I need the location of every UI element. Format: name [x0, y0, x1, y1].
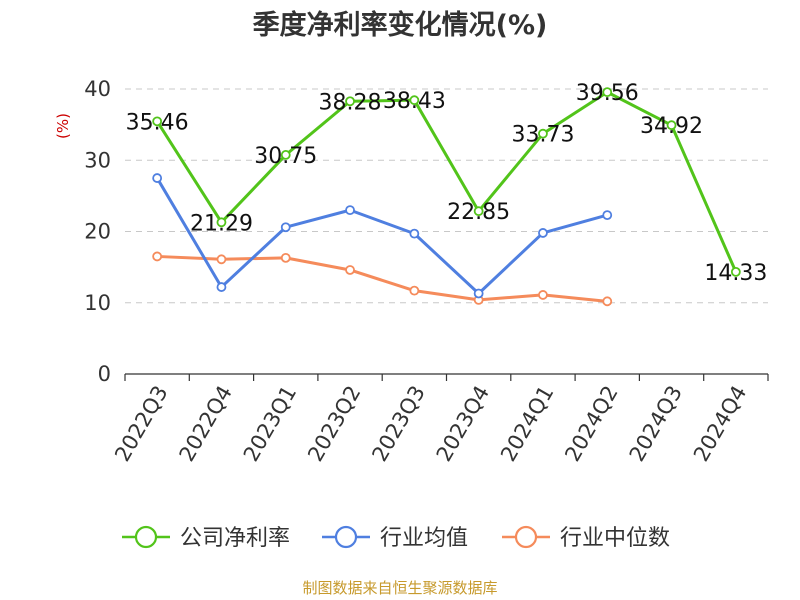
x-tick-label: 2023Q2	[303, 382, 365, 466]
chart-title: 季度净利率变化情况(%)	[253, 9, 548, 41]
data-label: 33.73	[511, 123, 574, 148]
x-tick-label: 2023Q4	[432, 382, 494, 466]
y-tick-label: 0	[98, 362, 111, 386]
y-axis-unit: (%)	[54, 113, 72, 139]
data-point	[152, 116, 163, 127]
data-label: 22.85	[447, 200, 510, 225]
legend-item-0[interactable]: 公司净利率	[122, 525, 290, 551]
data-point	[216, 282, 227, 292]
data-point	[345, 205, 355, 216]
legend-item-2[interactable]: 行业中位数	[502, 525, 670, 551]
source-note: 制图数据来自恒生聚源数据库	[302, 579, 497, 597]
data-point	[409, 95, 420, 106]
x-tick-label: 2022Q3	[110, 382, 172, 466]
legend[interactable]: 公司净利率 行业均值 行业中位数	[122, 525, 670, 551]
legend-label: 行业均值	[380, 526, 468, 551]
series-line-2	[157, 254, 608, 303]
data-point	[602, 210, 613, 221]
x-tick-label: 2022Q4	[175, 382, 237, 466]
x-tick-label: 2024Q4	[689, 382, 751, 466]
legend-item-1[interactable]: 行业均值	[322, 525, 468, 551]
data-point	[280, 222, 291, 233]
x-axis	[124, 373, 769, 381]
data-point	[473, 288, 484, 299]
legend-marker	[334, 525, 358, 549]
x-tick-label: 2023Q3	[367, 382, 429, 466]
data-point	[602, 87, 613, 98]
data-point	[409, 228, 420, 239]
data-point	[216, 254, 227, 265]
data-point	[152, 251, 163, 262]
data-point	[345, 265, 355, 275]
x-axis-ticks: 2022Q3 2022Q4 2023Q1 2023Q2 2023Q3 2023Q4 2024…	[110, 382, 751, 466]
x-tick-label: 2024Q3	[625, 382, 687, 466]
series-line-0	[155, 90, 738, 273]
data-point	[538, 228, 548, 238]
y-tick-label: 40	[84, 77, 111, 101]
y-tick-label: 10	[84, 291, 111, 315]
data-point	[538, 128, 548, 139]
y-tick-label: 30	[84, 148, 111, 172]
legend-label: 行业中位数	[560, 526, 670, 551]
data-point	[538, 290, 548, 300]
data-point	[345, 96, 355, 107]
series-line-1	[155, 177, 608, 295]
data-label: 38.43	[383, 89, 446, 114]
series-lines	[152, 87, 741, 307]
x-tick-label: 2024Q1	[496, 382, 558, 466]
grid-lines	[125, 88, 768, 304]
data-point	[280, 252, 291, 263]
data-label: 38.28	[319, 90, 382, 115]
legend-label: 公司净利率	[180, 526, 290, 551]
data-label: 35.46	[126, 110, 189, 135]
data-label: 30.75	[254, 144, 317, 169]
data-point	[152, 173, 163, 183]
y-axis-ticks: 0 10 20 30 40	[84, 77, 111, 386]
data-point	[409, 285, 420, 296]
legend-marker	[134, 525, 158, 549]
legend-marker	[514, 525, 538, 549]
x-tick-label: 2024Q2	[560, 382, 622, 466]
data-point	[730, 266, 741, 277]
x-tick-label: 2023Q1	[239, 382, 301, 466]
data-point	[602, 296, 613, 307]
data-point	[280, 150, 291, 160]
data-labels: 35.46 21.29 30.75 38.28 38.43 22.85 33.7339.56…	[126, 81, 768, 286]
data-point	[473, 206, 484, 217]
data-label: 39.56	[576, 81, 639, 106]
data-point	[666, 120, 677, 131]
y-tick-label: 20	[84, 220, 111, 244]
data-label: 14.33	[704, 261, 767, 286]
data-label: 34.92	[640, 114, 703, 139]
data-label: 21.29	[190, 211, 253, 236]
data-point	[216, 217, 227, 228]
